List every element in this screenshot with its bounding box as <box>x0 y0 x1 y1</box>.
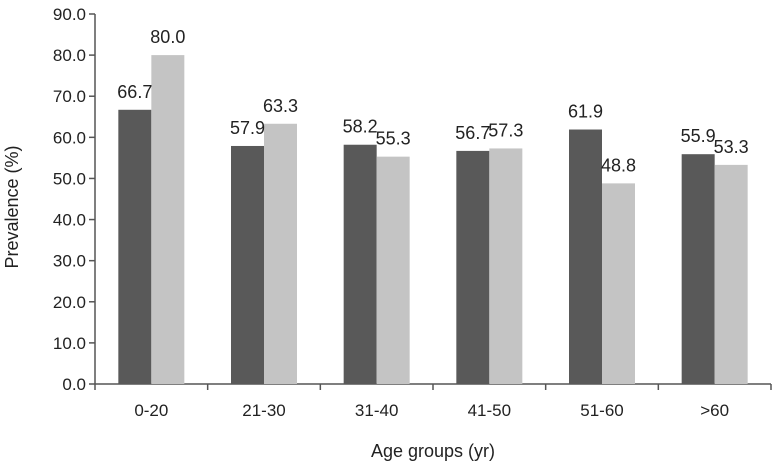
data-label: 57.3 <box>488 120 523 140</box>
bars <box>118 55 748 385</box>
y-tick-label: 40.0 <box>53 211 86 230</box>
y-tick-label: 90.0 <box>53 5 86 24</box>
bar-series-1 <box>456 150 490 384</box>
y-tick-label: 80.0 <box>53 46 86 65</box>
bar-series-1 <box>343 144 377 384</box>
data-label: 63.3 <box>263 96 298 116</box>
bar-series-1 <box>681 154 715 384</box>
x-axis: 0-20 21-30 31-40 41-50 51-60 >60 <box>94 383 772 420</box>
x-category-label: 31-40 <box>355 401 398 420</box>
x-category-label: 21-30 <box>242 401 285 420</box>
y-tick-label: 60.0 <box>53 128 86 147</box>
x-category-label: >60 <box>700 401 729 420</box>
x-category-label: 0-20 <box>134 401 168 420</box>
bar-series-2 <box>714 164 748 384</box>
bar-series-1 <box>569 129 602 384</box>
y-axis: 0.0 10.0 20.0 30.0 40.0 50.0 60.0 70.0 80.0 90.0 <box>53 5 96 394</box>
y-tick-label: 0.0 <box>62 375 86 394</box>
y-tick-label: 20.0 <box>53 293 86 312</box>
bar-series-2 <box>489 148 523 384</box>
x-axis-title: Age groups (yr) <box>371 441 495 461</box>
y-tick-label: 50.0 <box>53 169 86 188</box>
data-label: 56.7 <box>455 123 490 143</box>
data-label: 57.9 <box>230 118 265 138</box>
data-label: 53.3 <box>714 137 749 157</box>
x-category-label: 41-50 <box>468 401 511 420</box>
bar-series-2 <box>264 123 297 385</box>
y-axis-title: Prevalence (%) <box>2 145 22 268</box>
x-category-label: 51-60 <box>580 401 623 420</box>
data-label: 48.8 <box>601 155 636 175</box>
data-label: 61.9 <box>568 102 603 122</box>
data-label: 80.0 <box>150 27 185 47</box>
bar-series-1 <box>118 109 152 385</box>
data-label: 66.7 <box>117 82 152 102</box>
data-label: 55.9 <box>681 126 716 146</box>
data-label: 55.3 <box>376 129 411 149</box>
bar-series-1 <box>231 145 264 384</box>
bar-series-2 <box>151 55 185 384</box>
bar-series-2 <box>602 183 635 384</box>
y-tick-label: 70.0 <box>53 87 86 106</box>
data-label: 58.2 <box>343 117 378 137</box>
y-tick-label: 30.0 <box>53 252 86 271</box>
bar-series-2 <box>376 156 410 384</box>
data-labels: 66.7 57.9 58.2 56.7 61.9 55.9 80.0 63.3 55.3 57.3… <box>117 27 748 175</box>
y-tick-label: 10.0 <box>53 334 86 353</box>
